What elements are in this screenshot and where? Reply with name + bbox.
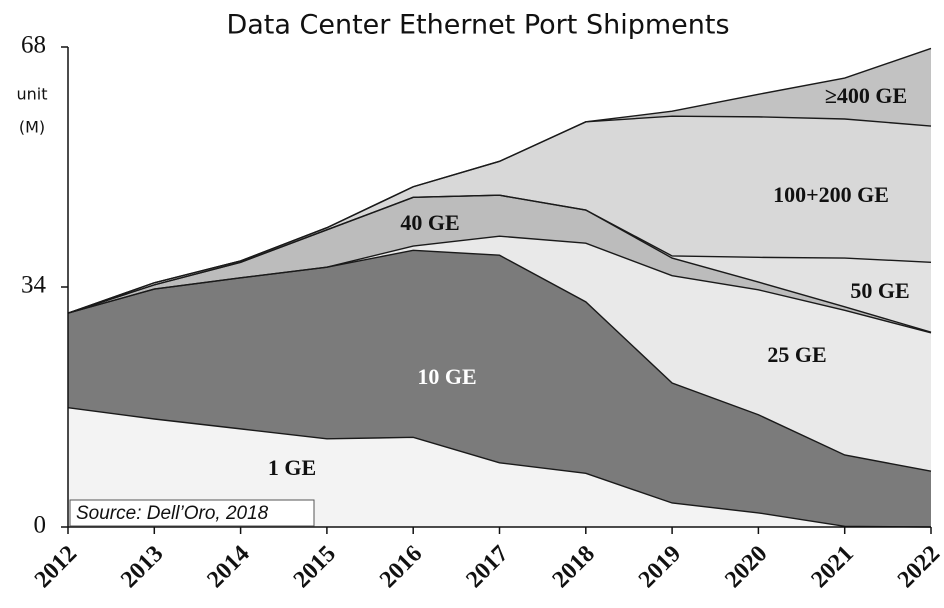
chart-title: Data Center Ethernet Port Shipments bbox=[226, 10, 729, 41]
series-label: 40 GE bbox=[400, 210, 459, 235]
series-label: 50 GE bbox=[850, 278, 909, 303]
y-axis-label: unit bbox=[17, 85, 48, 104]
area-edge bbox=[67, 47, 932, 314]
x-tick-label: 2013 bbox=[116, 541, 168, 593]
y-tick-label: 68 bbox=[21, 32, 46, 59]
series-label: 100+200 GE bbox=[773, 182, 889, 207]
source-note: Source: Dell’Oro, 2018 bbox=[76, 503, 269, 524]
x-tick-label: 2016 bbox=[375, 541, 427, 593]
area-edge bbox=[67, 235, 932, 334]
x-tick-label: 2018 bbox=[548, 541, 600, 593]
area bbox=[68, 48, 931, 314]
area-edge bbox=[67, 194, 932, 314]
y-axis-label: (M) bbox=[19, 118, 45, 137]
x-tick-label: 2021 bbox=[807, 541, 859, 593]
series-label: ≥400 GE bbox=[825, 83, 907, 108]
source-box bbox=[69, 499, 315, 527]
x-tick-label: 2022 bbox=[893, 541, 944, 593]
x-tick-label: 2017 bbox=[461, 541, 513, 593]
series-label: 25 GE bbox=[767, 342, 826, 367]
area bbox=[68, 236, 931, 472]
area bbox=[68, 195, 931, 333]
y-tick-label: 34 bbox=[21, 272, 47, 299]
x-tick-label: 2014 bbox=[202, 541, 254, 593]
area bbox=[68, 116, 931, 314]
area bbox=[68, 195, 931, 333]
area bbox=[68, 250, 931, 527]
series-label: 10 GE bbox=[417, 364, 476, 389]
area-edge bbox=[67, 407, 932, 528]
x-tick-label: 2020 bbox=[720, 541, 772, 593]
areas bbox=[67, 47, 932, 528]
y-tick-label: 0 bbox=[34, 512, 47, 539]
x-tick-label: 2015 bbox=[289, 541, 341, 593]
x-tick-label: 2019 bbox=[634, 541, 686, 593]
area bbox=[68, 407, 931, 527]
series-label: 1 GE bbox=[268, 455, 316, 480]
x-tick-label: 2012 bbox=[30, 541, 82, 593]
